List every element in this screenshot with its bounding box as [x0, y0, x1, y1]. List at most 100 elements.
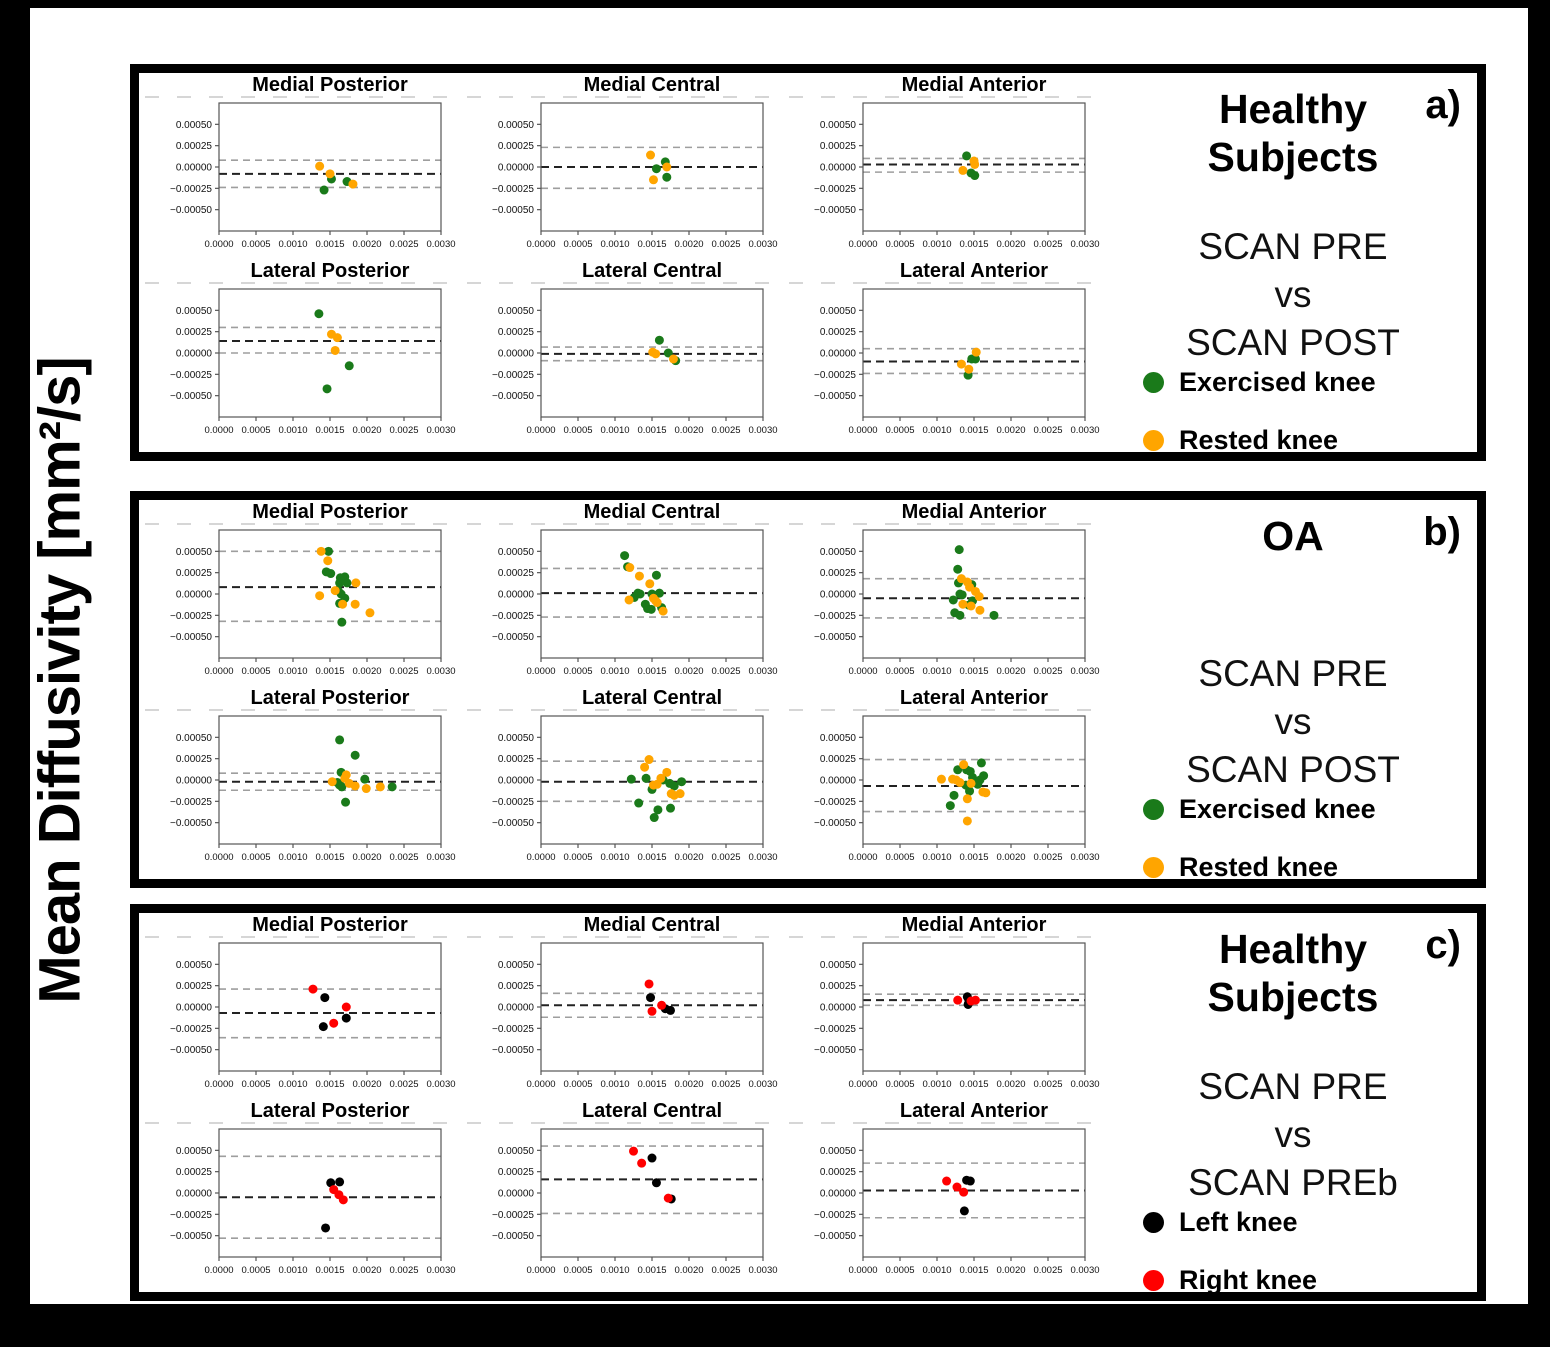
x-tick-label: 0.0010 [600, 666, 629, 677]
y-tick-label: 0.00000 [820, 1189, 857, 1200]
x-tick-label: 0.0010 [278, 852, 307, 863]
scatter-plot-c-2: Medial Anterior 0.00050 0.00025 0.00000 −0.0… [789, 914, 1107, 1090]
y-tick-label: −0.00025 [170, 1024, 212, 1035]
x-tick-label: 0.0030 [426, 852, 455, 863]
y-tick-label: −0.00025 [814, 611, 856, 622]
data-point [361, 784, 371, 794]
x-tick-label: 0.0020 [996, 852, 1025, 863]
x-tick-label: 0.0005 [563, 666, 592, 677]
data-point [350, 599, 360, 609]
data-point [971, 347, 981, 357]
panel-b-comparison: SCAN PRE vs SCAN POST [1186, 650, 1400, 794]
panel-a-grid: a) Healthy Subjects SCAN PRE vs SCAN POS… [139, 73, 1477, 455]
x-tick-label: 0.0025 [389, 1265, 418, 1276]
x-tick-label: 0.0025 [389, 1079, 418, 1090]
data-point [626, 774, 636, 784]
comparison-line1: SCAN PRE [1198, 226, 1388, 267]
comparison-line3: SCAN PREb [1188, 1162, 1398, 1204]
data-point [652, 598, 662, 608]
scatter-plot-c-1: Medial Central 0.00050 0.00025 0.00000 −0.00… [467, 914, 785, 1090]
y-tick-label: −0.00025 [814, 184, 856, 195]
y-tick-label: −0.00025 [170, 1210, 212, 1221]
x-tick-label: 0.0015 [959, 1079, 988, 1090]
scatter-plot-b-3: Lateral Posterior 0.00050 0.00025 0.00000 −0… [145, 687, 463, 863]
y-tick-label: −0.00025 [492, 184, 534, 195]
data-point [976, 758, 986, 768]
data-point [962, 816, 972, 826]
data-point [329, 1018, 339, 1028]
data-point [326, 569, 336, 579]
subplot-b-2: Medial Anterior 0.00050 0.00025 0.00000 −0.0… [789, 501, 1107, 688]
x-tick-label: 0.0020 [674, 425, 703, 436]
scatter-plot-a-0: Medial Posterior 0.00050 0.00025 0.00000 −0.… [145, 74, 463, 250]
data-point [327, 777, 337, 787]
y-tick-label: 0.00000 [176, 163, 213, 174]
subplot-title: Lateral Anterior [900, 261, 1048, 282]
x-tick-label: 0.0020 [996, 666, 1025, 677]
data-point [677, 777, 687, 787]
y-tick-label: −0.00050 [814, 632, 856, 643]
y-tick-label: 0.00000 [498, 776, 535, 787]
x-tick-label: 0.0005 [241, 1265, 270, 1276]
x-tick-label: 0.0005 [885, 852, 914, 863]
y-tick-label: 0.00000 [498, 1189, 535, 1200]
y-tick-label: 0.00025 [820, 754, 857, 765]
y-tick-label: −0.00025 [492, 1024, 534, 1035]
y-tick-label: 0.00050 [176, 547, 213, 558]
x-tick-label: 0.0015 [959, 425, 988, 436]
data-point [315, 591, 325, 601]
y-tick-label: 0.00000 [176, 1003, 213, 1014]
x-tick-label: 0.0025 [389, 852, 418, 863]
y-tick-label: −0.00050 [170, 1231, 212, 1242]
data-point [348, 179, 358, 189]
y-axis-label-wrap: Mean Diffusivity [mm²/s] [4, 275, 116, 1085]
data-point [959, 1187, 969, 1197]
x-tick-label: 0.0025 [1033, 1265, 1062, 1276]
x-tick-label: 0.0015 [959, 666, 988, 677]
plot-frame [540, 715, 764, 845]
x-tick-label: 0.0015 [315, 239, 344, 250]
subplot-title: Lateral Posterior [251, 1101, 410, 1122]
data-point [341, 797, 351, 807]
data-point [666, 803, 675, 813]
x-tick-label: 0.0010 [922, 852, 951, 863]
x-tick-label: 0.0030 [1070, 1079, 1099, 1090]
subplot-a-0: Medial Posterior 0.00050 0.00025 0.00000 −0.… [145, 74, 463, 261]
y-tick-label: 0.00050 [498, 306, 535, 317]
data-point [337, 782, 347, 792]
data-point [620, 551, 630, 561]
y-tick-label: 0.00000 [498, 163, 535, 174]
x-tick-label: 0.0015 [315, 1079, 344, 1090]
x-tick-label: 0.0020 [352, 1265, 381, 1276]
data-point [979, 771, 989, 781]
x-tick-label: 0.0000 [204, 239, 233, 250]
comparison-line2: vs [1274, 1114, 1312, 1156]
x-tick-label: 0.0000 [526, 1079, 555, 1090]
y-tick-label: 0.00050 [176, 120, 213, 131]
data-point [640, 762, 650, 772]
data-point [360, 774, 370, 784]
x-tick-label: 0.0000 [526, 666, 555, 677]
group-title-line1: Healthy [1218, 86, 1368, 132]
data-point [662, 162, 672, 172]
data-point [337, 617, 347, 627]
legend-label: Right knee [1179, 1265, 1318, 1296]
y-tick-label: −0.00025 [814, 1210, 856, 1221]
x-tick-label: 0.0030 [748, 852, 777, 863]
panel-c-text-column: c) Healthy Subjects SCAN PRE vs SCAN PRE… [1111, 915, 1475, 1295]
data-point [669, 781, 679, 791]
scatter-plot-b-5: Lateral Anterior 0.00050 0.00025 0.00000 −0.… [789, 687, 1107, 863]
x-tick-label: 0.0000 [204, 666, 233, 677]
panel-c-comparison: SCAN PRE vs SCAN PREb [1188, 1063, 1398, 1207]
x-tick-label: 0.0030 [1070, 239, 1099, 250]
subplot-c-2: Medial Anterior 0.00050 0.00025 0.00000 −0.0… [789, 914, 1107, 1101]
data-point [335, 578, 345, 588]
x-tick-label: 0.0000 [848, 666, 877, 677]
data-point [342, 578, 352, 588]
x-tick-label: 0.0030 [748, 666, 777, 677]
x-tick-label: 0.0015 [637, 239, 666, 250]
x-tick-label: 0.0020 [352, 1079, 381, 1090]
y-tick-label: −0.00050 [814, 1231, 856, 1242]
data-point [942, 1176, 952, 1186]
data-point [634, 571, 644, 581]
